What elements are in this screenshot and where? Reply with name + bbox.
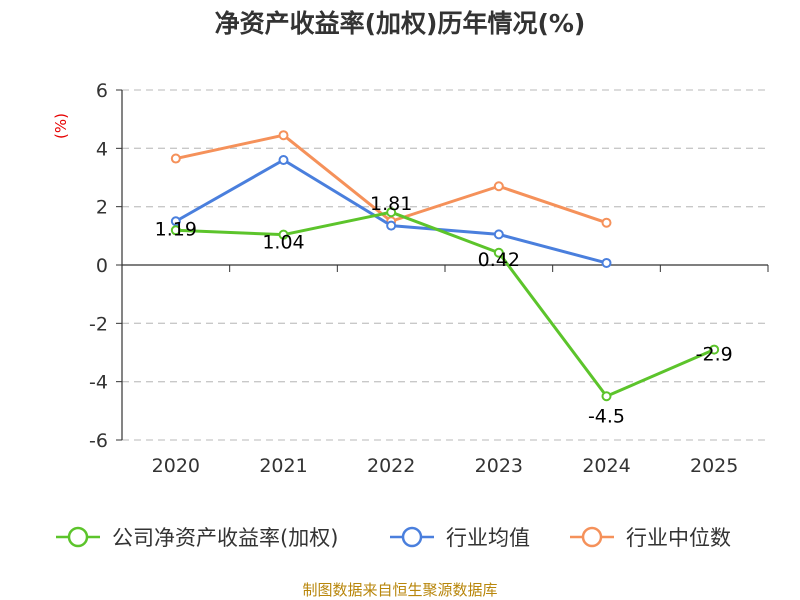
y-tick-label: 4 (96, 138, 108, 160)
legend-label: 公司净资产收益率(加权) (112, 526, 338, 550)
data-point[interactable] (278, 229, 289, 240)
data-label: 1.19 (155, 218, 197, 240)
legend-item[interactable]: 行业均值 (390, 526, 530, 550)
legend-label: 行业均值 (446, 526, 530, 550)
data-point[interactable] (601, 217, 612, 228)
data-point[interactable] (601, 257, 612, 268)
y-tick-label: 0 (96, 255, 108, 277)
data-label: -4.5 (588, 405, 625, 427)
data-point[interactable] (493, 229, 504, 240)
data-point[interactable] (709, 344, 720, 355)
data-point[interactable] (601, 391, 612, 402)
legend-swatch-marker (581, 526, 603, 548)
legend-label: 行业中位数 (626, 526, 731, 550)
data-point[interactable] (386, 207, 397, 218)
legend-item[interactable]: 公司净资产收益率(加权) (56, 526, 338, 550)
data-point[interactable] (170, 153, 181, 164)
series-1 (170, 155, 612, 268)
y-tick-label: 6 (96, 80, 108, 102)
legend-swatch-marker (401, 526, 423, 548)
data-point[interactable] (278, 130, 289, 141)
legend-swatch-marker (67, 526, 89, 548)
series-line (175, 210, 715, 398)
source-note: 制图数据来自恒生聚源数据库 (302, 581, 497, 599)
data-point[interactable] (493, 181, 504, 192)
legend-item[interactable]: 行业中位数 (570, 526, 731, 550)
axes: 6 4 2 0 -2 -4 -6 2020 2021 2022 2023 2024 2025 (89, 80, 769, 477)
y-tick-label: 2 (96, 197, 108, 219)
series-0 (170, 207, 720, 402)
x-tick-label: 2024 (582, 455, 630, 477)
x-tick-label: 2022 (367, 455, 415, 477)
data-label: 0.42 (478, 249, 520, 271)
legend[interactable]: 公司净资产收益率(加权) 行业均值 行业中位数 (56, 526, 731, 550)
x-tick-label: 2020 (152, 455, 200, 477)
y-tick-label: -6 (89, 430, 108, 452)
y-tick-label: -4 (89, 372, 108, 394)
x-tick-label: 2023 (475, 455, 523, 477)
data-labels: 1.19 1.04 1.81 0.42 -4.5 -2.9 (155, 193, 733, 427)
series-lines (170, 130, 720, 402)
data-point[interactable] (493, 247, 504, 258)
y-axis-label: (%) (52, 113, 70, 139)
chart-title: 净资产收益率(加权)历年情况(%) (215, 9, 586, 38)
data-point[interactable] (170, 216, 181, 227)
data-point[interactable] (386, 220, 397, 231)
x-tick-label: 2025 (690, 455, 738, 477)
x-tick-label: 2021 (259, 455, 307, 477)
data-point[interactable] (170, 225, 181, 236)
y-tick-label: -2 (89, 313, 108, 335)
data-point[interactable] (278, 155, 289, 165)
data-label: -2.9 (696, 344, 733, 366)
data-label: 1.04 (262, 232, 304, 254)
data-label: 1.81 (370, 193, 412, 215)
